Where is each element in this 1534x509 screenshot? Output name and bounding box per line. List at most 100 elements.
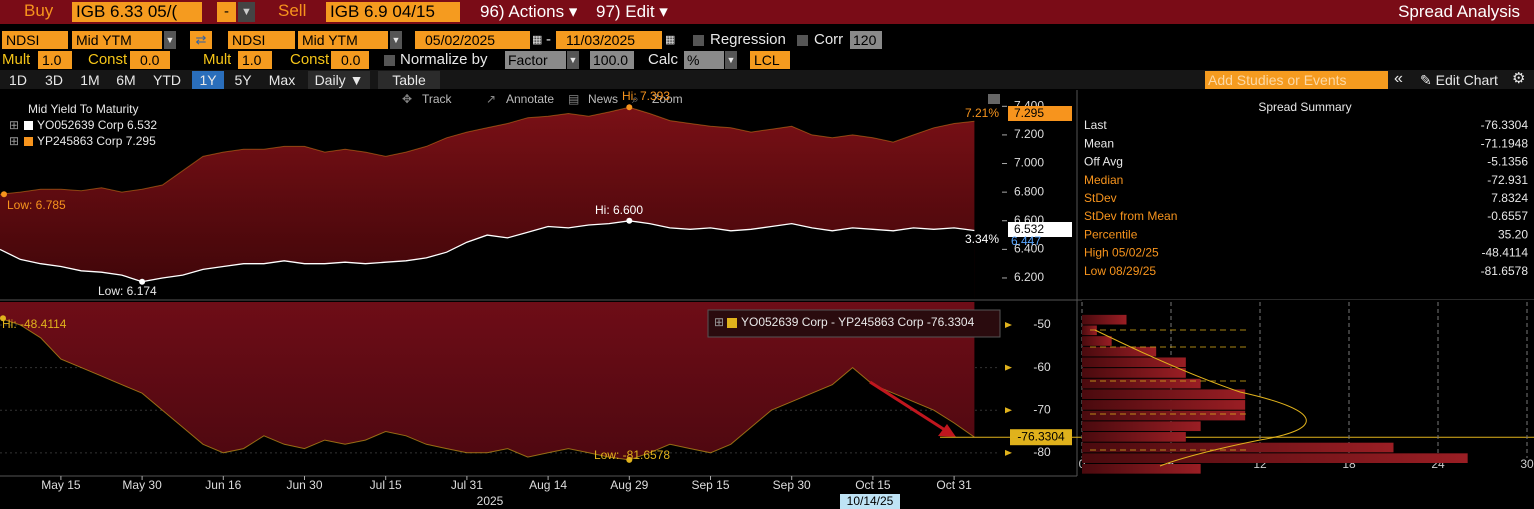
cursor-date: 10/14/25 xyxy=(847,494,894,508)
actions-menu[interactable]: 96) Actions ▾ xyxy=(480,2,578,21)
calendar-icon[interactable]: ▦ xyxy=(532,34,542,46)
const-1[interactable]: 0.0 xyxy=(130,51,170,69)
x-axis-year: 2025 xyxy=(477,494,504,508)
normalize-mode[interactable]: Factor xyxy=(505,51,566,69)
corr-window[interactable]: 120 xyxy=(850,31,882,49)
table-button[interactable]: Table xyxy=(378,71,440,89)
legend-swatch xyxy=(727,318,737,328)
x-tick-label: Aug 14 xyxy=(529,478,567,492)
const-2[interactable]: 0.0 xyxy=(331,51,369,69)
y-tick-label: 6.800 xyxy=(1014,184,1044,198)
extreme-marker xyxy=(626,104,633,111)
trend-arrow xyxy=(869,380,946,432)
range-button[interactable]: YTD xyxy=(146,71,188,89)
corr-checkbox[interactable] xyxy=(797,35,808,46)
range-button[interactable]: 6M xyxy=(110,71,142,89)
collapse-button[interactable]: « xyxy=(1394,70,1403,87)
last-value-tag xyxy=(1010,429,1072,446)
cursor-date-box xyxy=(840,494,900,509)
histogram-bar xyxy=(1082,463,1201,474)
summary-title: Spread Summary xyxy=(1258,100,1351,114)
tool-icon: ✥ xyxy=(402,92,412,106)
edit-menu[interactable]: 97) Edit ▾ xyxy=(596,2,668,21)
calc[interactable]: % xyxy=(684,51,724,69)
dropdown-icon[interactable]: ▼ xyxy=(238,2,255,22)
summary-label: StDev from Mean xyxy=(1084,209,1177,223)
distribution-curve xyxy=(1094,329,1307,467)
x-tick-label: Sep 30 xyxy=(773,478,811,492)
add-studies-input[interactable]: Add Studies or Events xyxy=(1205,71,1388,89)
edit-chart-label: Edit Chart xyxy=(1435,72,1498,88)
legend-entry: YO052639 Corp - YP245863 Corp -76.3304 xyxy=(741,315,975,329)
summary-value: -72.931 xyxy=(1487,173,1528,187)
title-bar xyxy=(0,0,1534,24)
range-button[interactable]: 1Y xyxy=(192,71,224,89)
normalize-label: Normalize by xyxy=(400,51,488,68)
end-date[interactable]: 11/03/2025 xyxy=(556,31,662,49)
histogram-bar xyxy=(1082,389,1246,400)
buy-label: Buy xyxy=(24,2,54,20)
source-1[interactable]: NDSI xyxy=(2,31,68,49)
mult-label: Mult xyxy=(203,51,232,68)
summary-label: Median xyxy=(1084,173,1123,187)
legend-entry: YO052639 Corp 6.532 xyxy=(37,118,157,132)
summary-value: -5.1356 xyxy=(1487,155,1528,169)
buy-security[interactable]: IGB 6.33 05/( xyxy=(72,2,202,22)
dropdown-icon[interactable]: ▼ xyxy=(725,51,737,69)
range-button[interactable]: 1D xyxy=(2,71,34,89)
range-button[interactable]: 1M xyxy=(74,71,106,89)
histogram-bar xyxy=(1082,432,1186,442)
regression-checkbox[interactable] xyxy=(693,35,704,46)
source-2[interactable]: NDSI xyxy=(228,31,295,49)
x-tick-label: May 30 xyxy=(122,478,162,492)
line xyxy=(0,220,975,283)
calendar-icon[interactable]: ▦ xyxy=(665,34,675,46)
factor[interactable]: 100.0 xyxy=(590,51,634,69)
scroll-icon xyxy=(988,94,1000,104)
buy-dash[interactable]: - xyxy=(217,2,236,22)
normalize-checkbox[interactable] xyxy=(384,55,395,66)
start-date[interactable]: 05/02/2025 xyxy=(415,31,530,49)
field-2[interactable]: Mid YTM xyxy=(298,31,388,49)
dropdown-icon[interactable]: ▼ xyxy=(390,31,402,49)
summary-label: Last xyxy=(1084,118,1107,132)
summary-value: -0.6557 xyxy=(1487,209,1528,223)
dropdown-icon[interactable]: ▼ xyxy=(567,51,579,69)
y-tick-label: -70 xyxy=(1033,402,1051,416)
dropdown-icon[interactable]: ▼ xyxy=(164,31,176,49)
summary-label: High 05/02/25 xyxy=(1084,246,1159,260)
lcl[interactable]: LCL xyxy=(750,51,790,69)
legend-swatch xyxy=(24,137,33,146)
histogram-bar xyxy=(1082,453,1468,463)
edit-chart-button[interactable]: ✎ Edit Chart xyxy=(1420,72,1498,88)
sell-security[interactable]: IGB 6.9 04/15 xyxy=(326,2,460,22)
histogram-bar xyxy=(1082,410,1246,421)
histogram-bar xyxy=(1082,368,1186,378)
chart-tool: Annotate xyxy=(506,92,554,106)
histogram-bar xyxy=(1082,346,1157,357)
x-tick-label: Oct 31 xyxy=(936,478,972,492)
range-button[interactable]: Max xyxy=(262,71,302,89)
swap-icon[interactable]: ⇄ xyxy=(190,31,212,49)
range-button[interactable]: 3D xyxy=(38,71,70,89)
histogram-bar xyxy=(1082,336,1112,346)
mult-2[interactable]: 1.0 xyxy=(238,51,272,69)
period-select[interactable]: Daily ▼ xyxy=(308,71,370,89)
legend-title: Mid Yield To Maturity xyxy=(28,102,139,116)
mult-1[interactable]: 1.0 xyxy=(38,51,72,69)
annotation: Low: 6.785 xyxy=(7,198,66,212)
annotation: Low: -81.6578 xyxy=(594,448,670,462)
histogram-bar xyxy=(1082,314,1127,325)
summary-value: -81.6578 xyxy=(1481,264,1529,278)
regression-label: Regression xyxy=(710,31,786,48)
range-button[interactable]: 5Y xyxy=(228,71,258,89)
settings-icon[interactable]: ⚙ xyxy=(1512,70,1526,87)
area xyxy=(0,302,975,460)
field-1[interactable]: Mid YTM xyxy=(72,31,162,49)
y-tick-label: -50 xyxy=(1033,317,1051,331)
legend-toggle: ⊞ xyxy=(9,118,19,132)
annotation: 7.21% xyxy=(965,106,999,120)
x-tick-label: Sep 15 xyxy=(691,478,729,492)
annotation: Hi: 7.393 xyxy=(622,89,670,103)
